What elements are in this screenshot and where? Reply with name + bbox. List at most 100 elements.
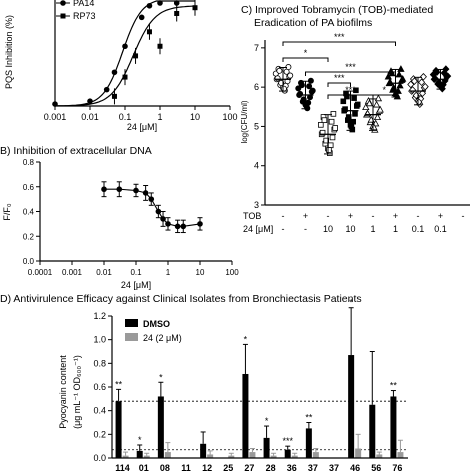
panel-b-x-tick-label: 10: [196, 268, 205, 277]
panel-c-tob-value: -: [327, 211, 330, 221]
panel-d-significance-label: **: [305, 413, 313, 423]
panel-b-y-tick-label: 0.0: [23, 257, 35, 266]
panel-d-bar-24: [143, 455, 150, 458]
panel-d-y-label-2: (μg mL⁻¹ OD₆₀₀⁻¹): [72, 355, 82, 429]
panel-c-tob-value: -: [282, 211, 285, 221]
rp73-point: [192, 5, 198, 11]
panel-c-significance-label: *: [382, 85, 386, 95]
panel-c-point: [431, 74, 439, 83]
panel-c-point: [373, 113, 382, 121]
legend-24-swatch: [125, 333, 138, 341]
panel-d-bar-dmso: [115, 401, 122, 458]
panel-d-bar-24: [122, 455, 129, 458]
panel-c-point: [418, 78, 426, 87]
panel-c-point: [351, 95, 357, 101]
panel-b-point: [180, 223, 187, 230]
panel-c-point: [348, 123, 355, 130]
panel-c-point: [350, 118, 356, 125]
panel-d-legend: DMSO 24 (2 μM): [125, 319, 182, 343]
panel-d-y-tick-label: 0.4: [93, 406, 106, 416]
panel-c-conc-value: -: [282, 224, 285, 234]
panel-c-tob-label: TOB: [243, 211, 261, 221]
panel-c-conc-value: -: [304, 224, 307, 234]
panel-c-y-tick-label: 3: [254, 200, 259, 210]
panel-d-x-tick-label: 28: [266, 463, 276, 473]
legend-rp73-label: RP73: [73, 11, 96, 21]
panel-b-point: [155, 208, 162, 215]
rp73-point: [111, 93, 117, 99]
panel-c-y-label: log(CFU/ml): [240, 100, 249, 143]
rp73-point: [174, 10, 180, 16]
legend-24-label: 24 (2 μM): [143, 333, 182, 343]
pa14-point: [173, 0, 180, 6]
panel-b: B) Inhibition of extracellular DNA 0.000…: [0, 145, 239, 290]
panel-d-significance-label: *: [265, 416, 269, 426]
pa14-point: [146, 2, 153, 9]
panel-d-x-tick-label: 76: [392, 463, 402, 473]
panel-c-point: [319, 129, 326, 136]
panel-d-y-tick-label: 1.0: [93, 335, 106, 345]
legend-dmso-label: DMSO: [143, 319, 170, 329]
panel-c-point: [419, 72, 427, 81]
panel-d-bar-dmso: [305, 428, 312, 458]
panel-b-y-tick-label: 0.8: [23, 158, 35, 167]
panel-d-significance-label: *: [349, 298, 353, 308]
panel-d-bar-24: [207, 454, 214, 458]
panel-b-y-tick-label: 0.6: [23, 183, 35, 192]
panel-c: C) Improved Tobramycin (TOB)-mediated Er…: [240, 4, 470, 234]
rp73-point: [146, 29, 152, 35]
pa14-point: [138, 14, 145, 21]
panel-d-x-tick-label: 56: [371, 463, 381, 473]
panel-d-significance-label: *: [138, 435, 142, 445]
panel-c-point: [321, 117, 328, 123]
panel-b-y-ticks: 0.0 0.2 0.4 0.6 0.8: [23, 158, 40, 266]
panel-c-point: [332, 125, 338, 131]
panel-c-point: [323, 137, 329, 144]
panel-c-significance: ************* *: [282, 32, 396, 99]
panel-d-title: D) Antivirulence Efficacy against Clinic…: [0, 293, 362, 305]
panel-c-point: [274, 75, 281, 82]
panel-c-point: [365, 99, 374, 107]
panel-d-bar-24: [164, 452, 171, 458]
panel-d-x-tick-label: 25: [223, 463, 233, 473]
panel-d-bar-24: [376, 454, 383, 458]
legend-pa14-label: PA14: [73, 0, 94, 8]
panel-d-significance-label: **: [115, 379, 123, 389]
panel-c-point: [352, 111, 358, 117]
panel-b-y-tick-label: 0.4: [23, 208, 35, 217]
panel-d-x-tick-label: 27: [244, 463, 254, 473]
panel-c-point: [418, 89, 427, 98]
panel-b-point: [148, 196, 155, 202]
panel-b-y-label: F/F₀: [2, 203, 12, 220]
panel-c-point: [442, 65, 450, 73]
panel-d-y-tick-label: 0.2: [93, 429, 106, 439]
panel-b-x-tick-label: 1: [166, 268, 171, 277]
panel-c-point: [327, 142, 334, 149]
panel-c-significance-label: ***: [345, 85, 356, 95]
panel-a-x-label: 24 [μM]: [127, 122, 157, 132]
panel-d-y-label-1: Pyocyanin content: [58, 355, 68, 429]
panel-c-point: [276, 67, 283, 74]
panel-c-bracket: [282, 41, 396, 46]
panel-c-conc-value: 0.1: [412, 224, 425, 234]
pa14-point: [87, 98, 93, 104]
panel-c-point: [399, 74, 407, 82]
panel-c-point: [326, 147, 332, 153]
panel-b-line: [104, 188, 201, 227]
panel-a: 0.001 0.01 0.1 1 10 100 24 [μM] PQS Inhibitio…: [4, 0, 238, 132]
panel-c-point: [370, 123, 378, 131]
panel-a-legend: PA14 RP73: [56, 0, 96, 21]
panel-c-bracket: [327, 82, 351, 87]
panel-d-bar-dmso: [157, 396, 164, 458]
panel-c-point: [342, 106, 348, 112]
panel-b-x-label: 24 [μM]: [121, 280, 151, 290]
panel-b-point: [101, 186, 107, 193]
panel-d-x-tick-label: 37: [329, 463, 339, 473]
panel-b-x-tick-label: 100: [225, 268, 239, 277]
panel-c-point: [295, 85, 302, 92]
panel-c-bracket: [372, 94, 396, 99]
panel-c-tob-value: +: [303, 211, 308, 221]
panel-d-x-tick-label: 46: [350, 463, 360, 473]
panel-b-x-tick-label: 0.01: [96, 268, 112, 277]
